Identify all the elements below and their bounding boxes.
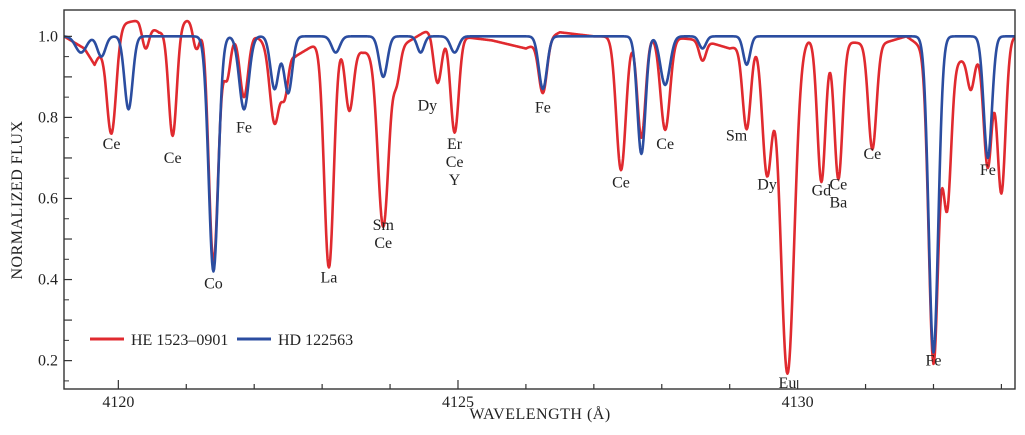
line-label-sm: Sm (373, 217, 395, 234)
plot-frame (63, 9, 1016, 390)
line-label-co: Co (204, 276, 223, 293)
line-label-fe: Fe (535, 99, 551, 116)
y-axis-title: NORMALIZED FLUX (9, 120, 26, 279)
line-label-ce: Ce (612, 174, 630, 191)
y-tick-label: 0.4 (38, 272, 58, 289)
line-label-ce: Ce (829, 176, 847, 193)
line-label-sm: Sm (726, 128, 748, 145)
x-tick-label: 4130 (782, 394, 814, 411)
line-label-fe: Fe (236, 120, 252, 137)
line-label-eu: Eu (779, 375, 797, 392)
line-label-fe: Fe (925, 353, 941, 370)
line-label-gd: Gd (812, 182, 832, 199)
legend: HE 1523–0901 HD 122563 (90, 332, 353, 349)
line-label-ce: Ce (374, 235, 392, 252)
line-label-ce: Ce (656, 136, 674, 153)
line-label-ba: Ba (829, 195, 847, 212)
legend-label-blue: HD 122563 (278, 332, 353, 349)
line-label-ce: Ce (164, 150, 182, 167)
x-tick-label: 4125 (442, 394, 474, 411)
line-label-ce: Ce (863, 146, 881, 163)
line-label-dy: Dy (418, 97, 438, 114)
x-axis-title: WAVELENGTH (Å) (469, 405, 610, 423)
y-tick-label: 1.0 (38, 28, 58, 45)
y-tick-label: 0.2 (38, 353, 58, 370)
line-label-er: Er (447, 136, 463, 153)
x-tick-label: 4120 (102, 394, 134, 411)
spectrum-line-hd-122563 (64, 35, 1015, 354)
line-label-dy: Dy (757, 176, 777, 193)
line-label-ce: Ce (446, 154, 464, 171)
line-label-la: La (320, 270, 337, 287)
y-tick-label: 0.8 (38, 109, 58, 126)
y-tick-label: 0.6 (38, 190, 58, 207)
y-axis: 0.2 0.4 0.6 0.8 1.0 (38, 28, 72, 382)
legend-label-red: HE 1523–0901 (131, 332, 228, 349)
line-label-ce: Ce (103, 136, 121, 153)
line-label-fe: Fe (980, 162, 996, 179)
x-axis: 4120 4125 4130 (102, 380, 1003, 411)
line-label-y: Y (449, 172, 461, 189)
